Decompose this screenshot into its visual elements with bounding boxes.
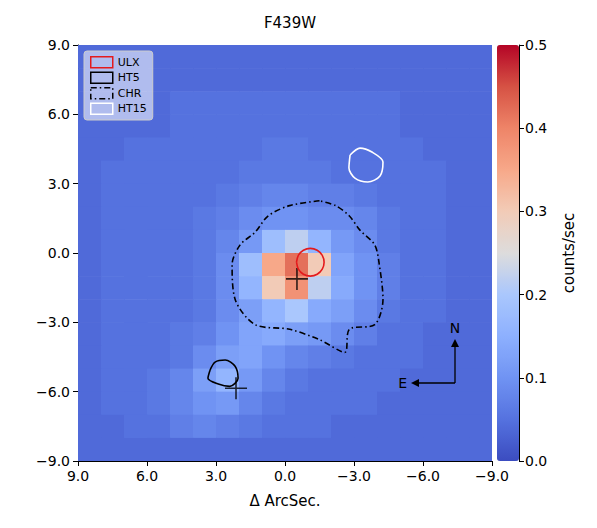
svg-text:6.0: 6.0 <box>48 106 70 122</box>
svg-text:6.0: 6.0 <box>136 468 158 484</box>
svg-text:3.0: 3.0 <box>205 468 227 484</box>
svg-text:Δ ArcSec.: Δ ArcSec. <box>249 492 320 510</box>
svg-text:E: E <box>398 375 407 391</box>
svg-text:0.2: 0.2 <box>525 287 547 303</box>
svg-text:0.5: 0.5 <box>525 37 547 53</box>
svg-text:0.1: 0.1 <box>525 370 547 386</box>
svg-text:9.0: 9.0 <box>67 468 89 484</box>
svg-text:−3.0: −3.0 <box>337 468 371 484</box>
svg-text:0.0: 0.0 <box>525 453 547 469</box>
svg-text:F439W: F439W <box>264 14 316 32</box>
svg-text:−9.0: −9.0 <box>475 468 509 484</box>
svg-text:HT5: HT5 <box>118 71 140 84</box>
svg-text:counts/sec: counts/sec <box>560 213 578 293</box>
svg-text:HT15: HT15 <box>118 102 147 115</box>
svg-text:3.0: 3.0 <box>48 176 70 192</box>
svg-text:0.0: 0.0 <box>48 245 70 261</box>
svg-text:0.4: 0.4 <box>525 120 547 136</box>
svg-text:9.0: 9.0 <box>48 37 70 53</box>
svg-text:0.3: 0.3 <box>525 203 547 219</box>
svg-text:N: N <box>450 320 460 336</box>
svg-text:−9.0: −9.0 <box>36 453 70 469</box>
svg-text:−6.0: −6.0 <box>36 384 70 400</box>
svg-text:0.0: 0.0 <box>274 468 296 484</box>
svg-text:ULX: ULX <box>118 56 140 69</box>
svg-text:−6.0: −6.0 <box>406 468 440 484</box>
svg-text:−3.0: −3.0 <box>36 314 70 330</box>
svg-text:CHR: CHR <box>118 87 142 100</box>
